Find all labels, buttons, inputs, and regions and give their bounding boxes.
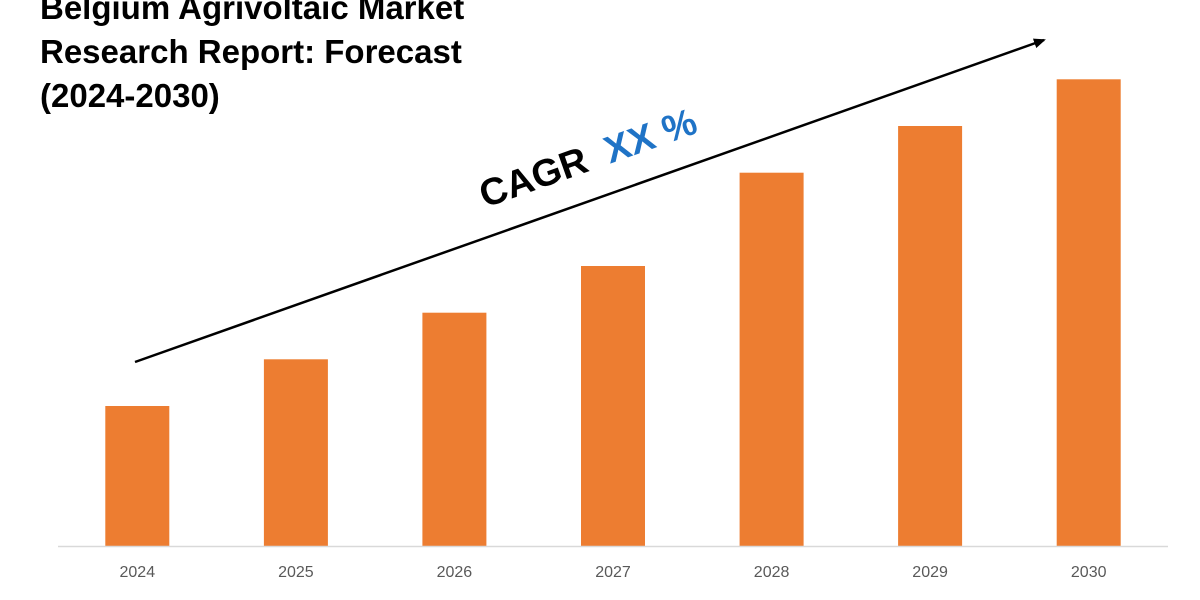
bar-2025: [263, 359, 328, 546]
trend-arrow: [134, 38, 1046, 364]
bar-series: [105, 79, 1121, 547]
bar-2027: [581, 266, 645, 546]
chart-title: Belgium Agrivoltaic Market Research Repo…: [40, 0, 560, 118]
bar-2028: [739, 172, 804, 546]
x-tick-label-2026: 2026: [437, 564, 473, 581]
cagr-value: XX %: [599, 101, 703, 172]
x-tick-label-2029: 2029: [912, 564, 948, 581]
bar-2024: [105, 406, 170, 546]
title-line-2: Research Report: Forecast: [40, 33, 462, 70]
bar-2029: [898, 126, 963, 546]
x-tick-label-2025: 2025: [278, 564, 314, 581]
x-tick-label-2028: 2028: [754, 564, 790, 581]
x-tick-label-2030: 2030: [1071, 564, 1107, 581]
cagr-annotation: CAGR XX %: [474, 101, 702, 217]
title-line-3: (2024-2030): [40, 77, 220, 114]
x-tick-labels: 2024 2025 2026 2027 2028 2029 2030: [120, 564, 1107, 581]
x-tick-label-2027: 2027: [595, 564, 631, 581]
bar-2030: [1056, 79, 1121, 547]
title-line-1: Belgium Agrivoltaic Market: [40, 0, 465, 26]
x-tick-label-2024: 2024: [120, 564, 156, 581]
bar-2026: [422, 312, 487, 546]
